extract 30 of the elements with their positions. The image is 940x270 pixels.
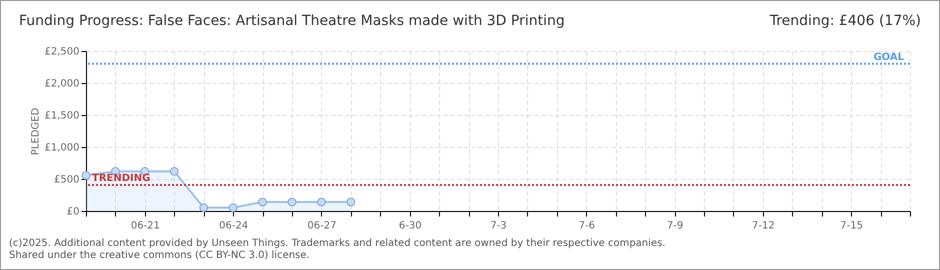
x-tick-label: 7-15 <box>840 220 863 232</box>
y-tick-label: £0 <box>66 206 80 218</box>
x-tick-label: 06-24 <box>219 220 248 232</box>
y-tick-label: £2,500 <box>44 46 80 58</box>
point <box>346 198 356 206</box>
x-tick-label: 06-27 <box>307 220 336 232</box>
y-tick-label: £500 <box>54 174 80 186</box>
x-tick-label: 7-6 <box>578 220 595 232</box>
chart-subtitle: Trending: £406 (17%) <box>770 13 921 31</box>
point <box>82 170 90 180</box>
chart-title: Funding Progress: False Faces: Artisanal Theatre Masks made with 3D Printing <box>19 13 565 31</box>
x-tick-label: 06-21 <box>130 220 160 232</box>
point <box>228 203 238 212</box>
ref-line-label: TRENDING <box>92 173 150 184</box>
point <box>288 198 296 206</box>
y-tick-label: £1,500 <box>44 110 80 122</box>
x-tick-label: 7-3 <box>490 220 507 232</box>
x-tick-label: 7-9 <box>666 220 684 232</box>
point <box>199 203 208 212</box>
point <box>317 198 326 206</box>
y-axis-title: PLEDGED <box>30 108 42 156</box>
y-tick-label: £1,000 <box>44 142 80 154</box>
y-tick-label: £2,000 <box>44 78 80 90</box>
point <box>258 198 267 206</box>
x-tick-label: 7-12 <box>752 220 775 232</box>
ref-line-label: GOAL <box>873 52 905 63</box>
x-tick-label: 6-30 <box>398 220 422 232</box>
text: Shared under the creative commons (CC BY-NC 3.0) license. <box>9 250 311 262</box>
point <box>170 166 179 176</box>
text: (c)2025. Additional content provided by Unseen Things. Trademarks and related content are owned by their respective companies. <box>9 238 666 250</box>
